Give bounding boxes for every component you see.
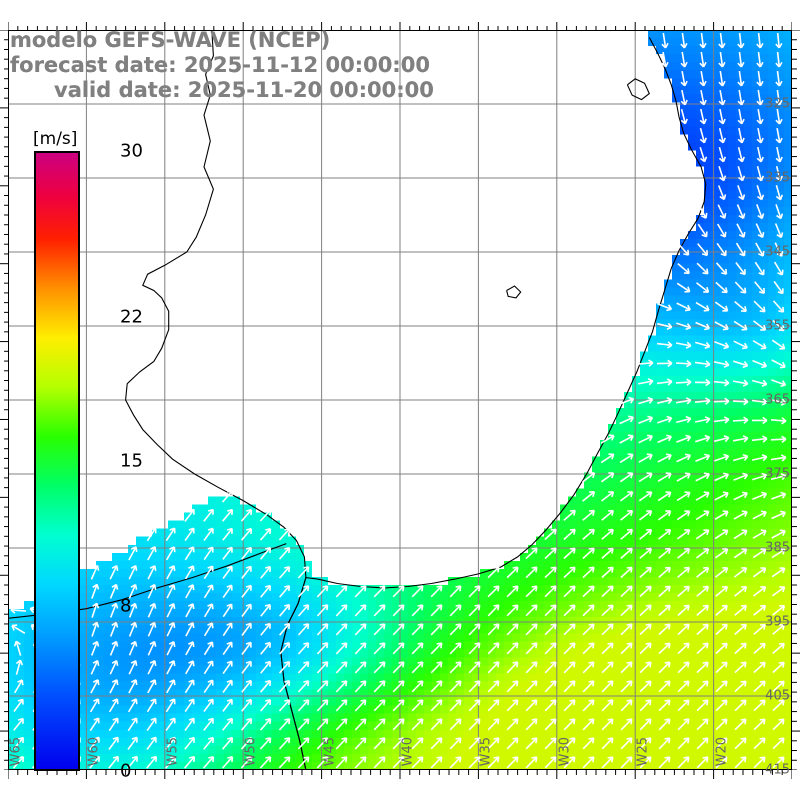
colorbar[interactable]: 30 22 15 8 0 [34, 141, 143, 782]
colorbar-tick-22: 22 [120, 306, 143, 328]
colorbar-tick-30: 30 [120, 140, 143, 162]
colorbar-tick-0: 0 [120, 760, 132, 782]
colorbar-tick-8: 8 [120, 595, 132, 617]
tick-ruler-left [0, 30, 9, 770]
colorbar-unit-label: [m/s] [30, 128, 81, 150]
colorbar-gradient-frame [34, 151, 80, 771]
tick-ruler-right [792, 30, 800, 770]
colorbar-gradient [36, 153, 78, 769]
tick-ruler-top [8, 22, 792, 31]
colorbar-tick-15: 15 [120, 450, 143, 472]
